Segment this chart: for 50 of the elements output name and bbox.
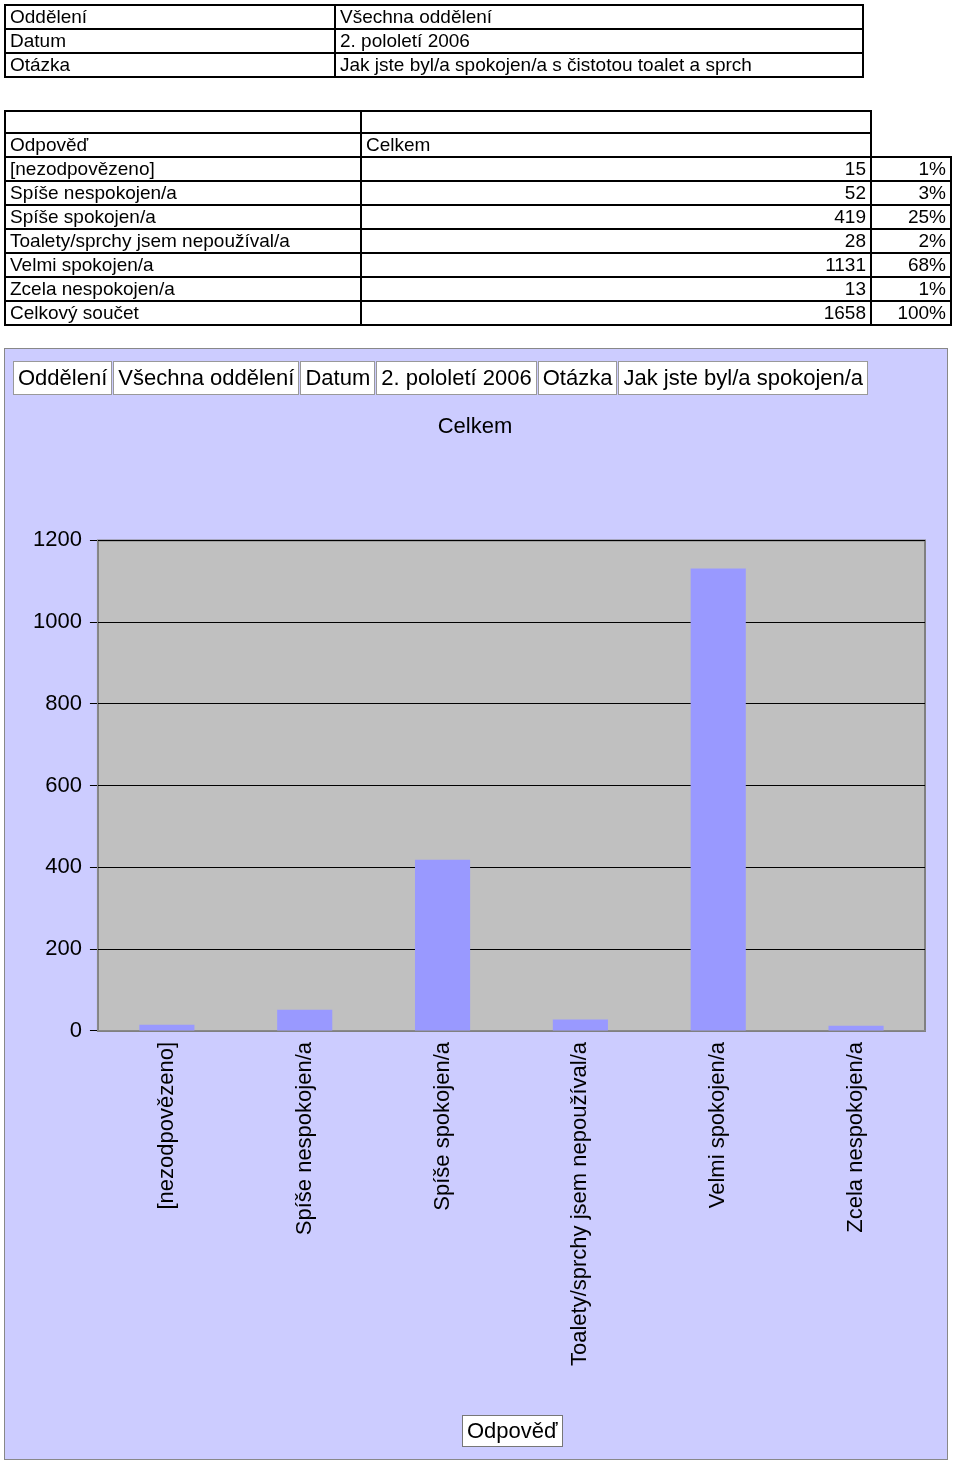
text: Celkem	[361, 133, 871, 157]
text: 1658	[361, 301, 871, 325]
y-tick-label: 1200	[32, 526, 82, 552]
text: 1%	[871, 157, 951, 181]
x-tick-label: Zcela nespokojen/a	[842, 1041, 868, 1233]
text: Jak jste byl/a spokojen/a s čistotou toalet a sprch	[335, 53, 863, 77]
category-label: Spíše spokojen/a	[10, 206, 156, 227]
text: 68%	[871, 253, 951, 277]
text: 2. pololetí 2006	[376, 361, 537, 395]
text: Datum	[5, 29, 335, 53]
category-label: Toalety/sprchy jsem nepoužíval/a	[10, 230, 290, 251]
text: Odpověď	[5, 133, 361, 157]
text: Datum	[300, 361, 376, 395]
text: 1131	[361, 253, 871, 277]
text: 15	[361, 157, 871, 181]
text: 2. pololetí 2006	[335, 29, 863, 53]
text: 3%	[871, 181, 951, 205]
y-tick-label: 600	[45, 771, 82, 797]
y-tick-label: 200	[45, 935, 82, 961]
y-tick-label: 0	[69, 1017, 82, 1043]
category-label: Zcela nespokojen/a	[10, 278, 175, 299]
y-tick-label: 400	[45, 853, 82, 879]
text: Jak jste byl/a spokojen/a	[618, 361, 869, 395]
x-tick-label: Velmi spokojen/a	[704, 1041, 730, 1209]
text: Všechna oddělení	[335, 5, 863, 29]
x-tick-label: [nezodpovězeno]	[152, 1041, 178, 1210]
text: Oddělení	[5, 5, 335, 29]
text: 100%	[871, 301, 951, 325]
x-tick-label: Spíše spokojen/a	[428, 1041, 454, 1211]
text: 52	[361, 181, 871, 205]
category-label: [nezodpovězeno]	[10, 158, 155, 179]
text: Celkový součet	[5, 301, 361, 325]
x-tick-label: Toalety/sprchy jsem nepoužíval/a	[566, 1041, 592, 1367]
x-axis-title: Odpověď	[462, 1415, 563, 1447]
category-label: Spíše nespokojen/a	[10, 182, 177, 203]
text: 28	[361, 229, 871, 253]
text: Oddělení	[13, 361, 113, 395]
text: 419	[361, 205, 871, 229]
text: Otázka	[5, 53, 335, 77]
text: Všechna oddělení	[113, 361, 300, 395]
text: 1%	[871, 277, 951, 301]
y-tick-label: 800	[45, 689, 82, 715]
text: 25%	[871, 205, 951, 229]
text: 2%	[871, 229, 951, 253]
text: Otázka	[537, 361, 618, 395]
text: 13	[361, 277, 871, 301]
category-label: Velmi spokojen/a	[10, 254, 154, 275]
chart-title: Celkem	[437, 413, 513, 439]
x-tick-label: Spíše nespokojen/a	[290, 1041, 316, 1236]
y-tick-label: 1000	[32, 608, 82, 634]
